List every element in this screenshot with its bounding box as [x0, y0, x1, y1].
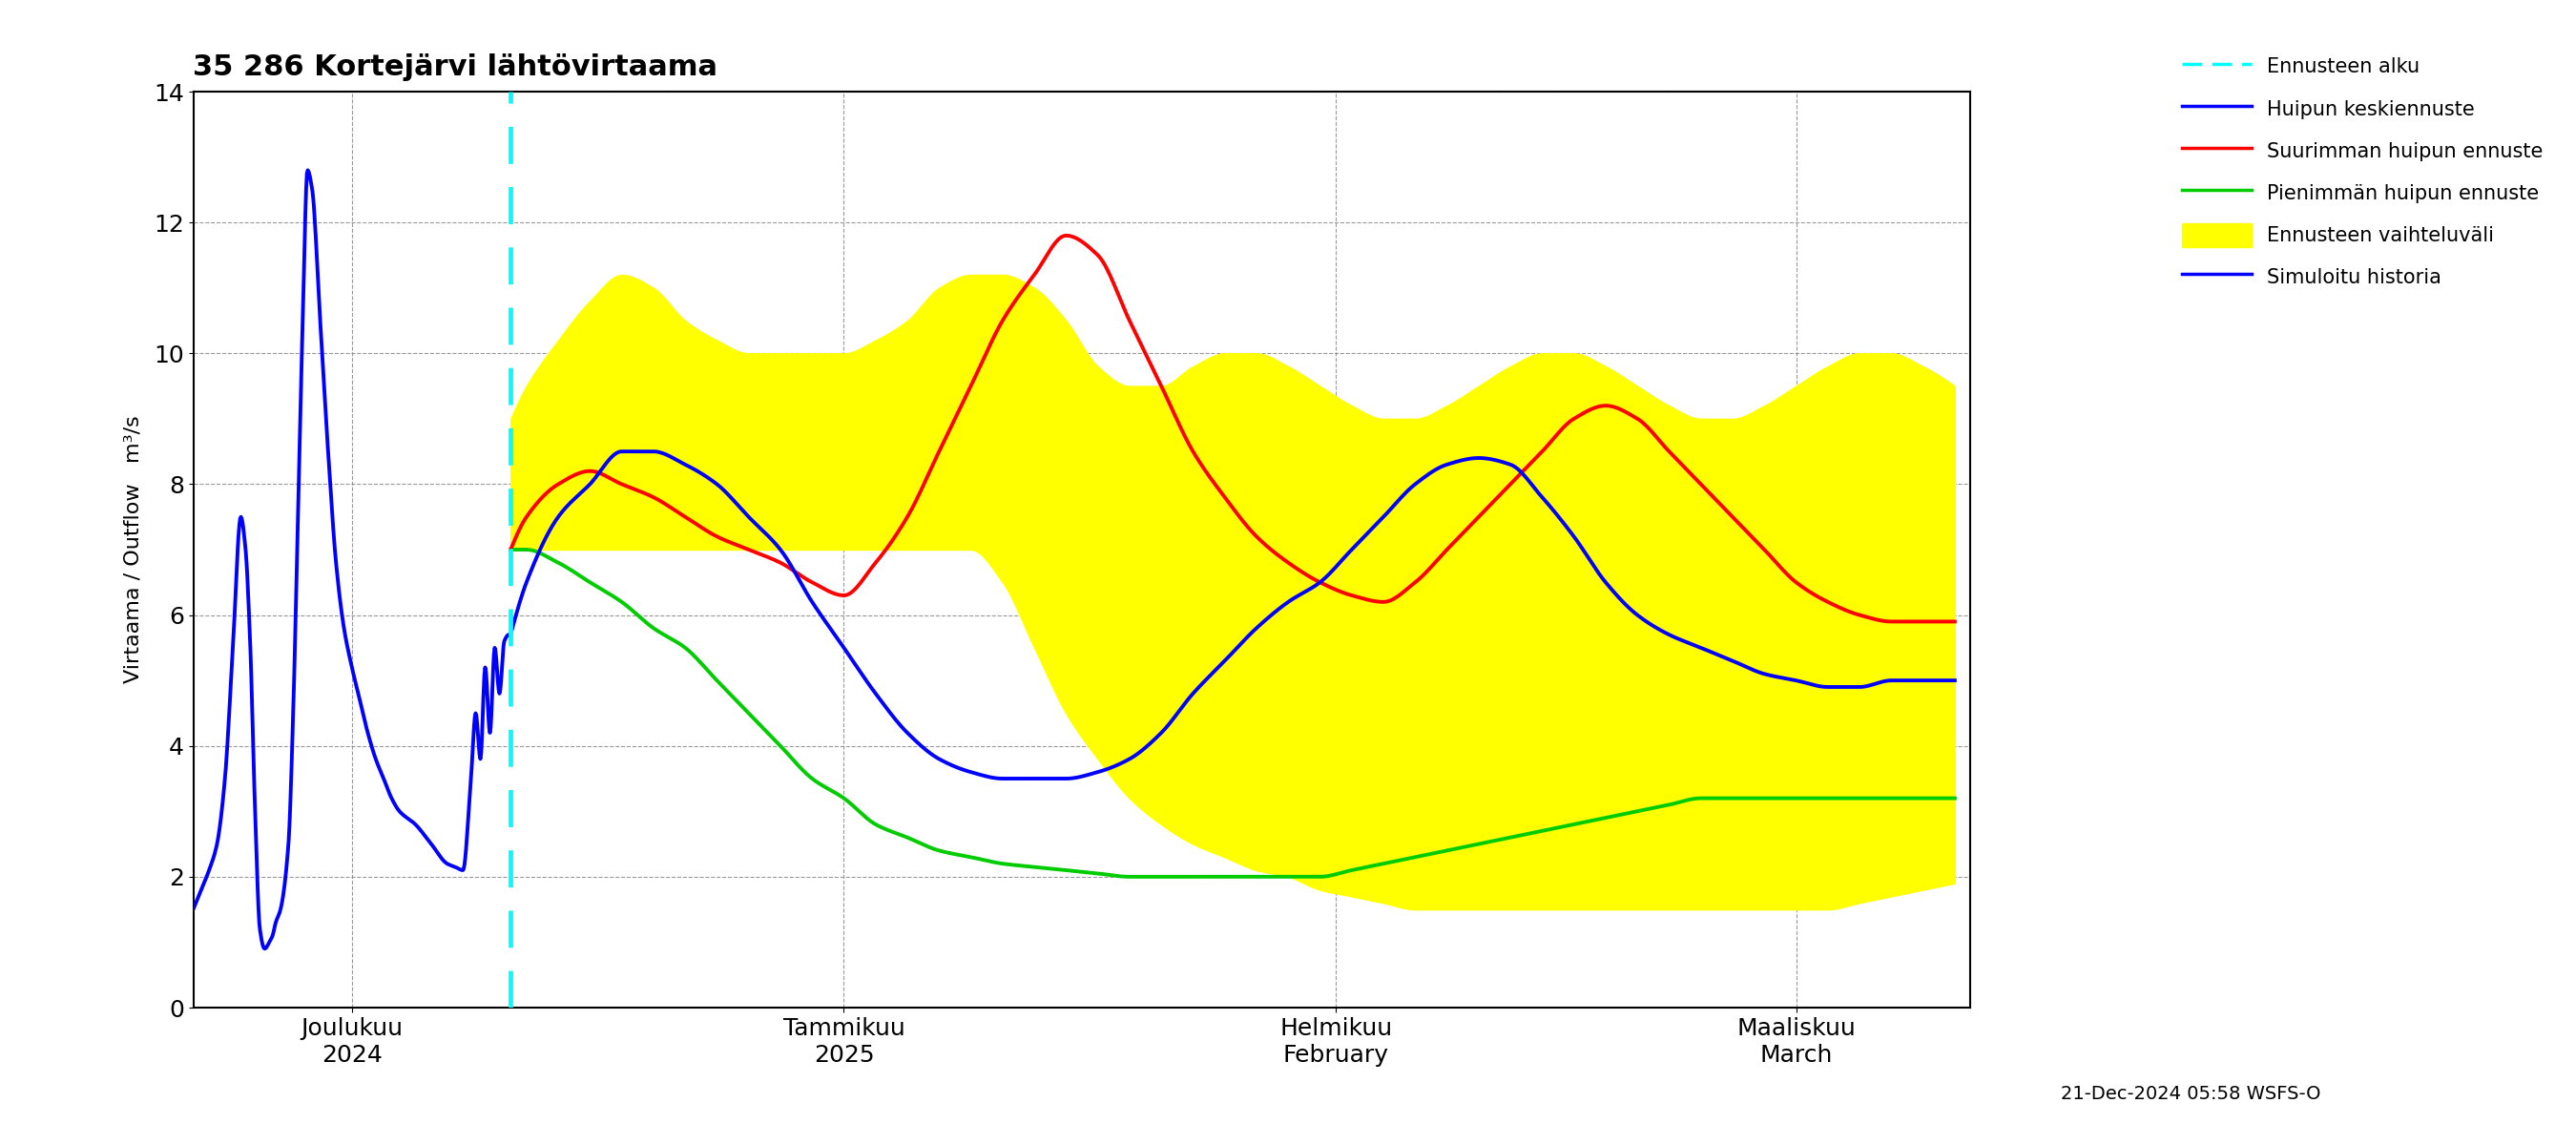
Y-axis label: Virtaama / Outflow   m³/s: Virtaama / Outflow m³/s — [124, 416, 142, 684]
Text: 35 286 Kortejärvi lähtövirtaama: 35 286 Kortejärvi lähtövirtaama — [193, 54, 719, 81]
Legend: Ennusteen alku, Huipun keskiennuste, Suurimman huipun ennuste, Pienimmän huipun : Ennusteen alku, Huipun keskiennuste, Suu… — [2172, 45, 2553, 299]
Text: 21-Dec-2024 05:58 WSFS-O: 21-Dec-2024 05:58 WSFS-O — [2061, 1085, 2321, 1103]
